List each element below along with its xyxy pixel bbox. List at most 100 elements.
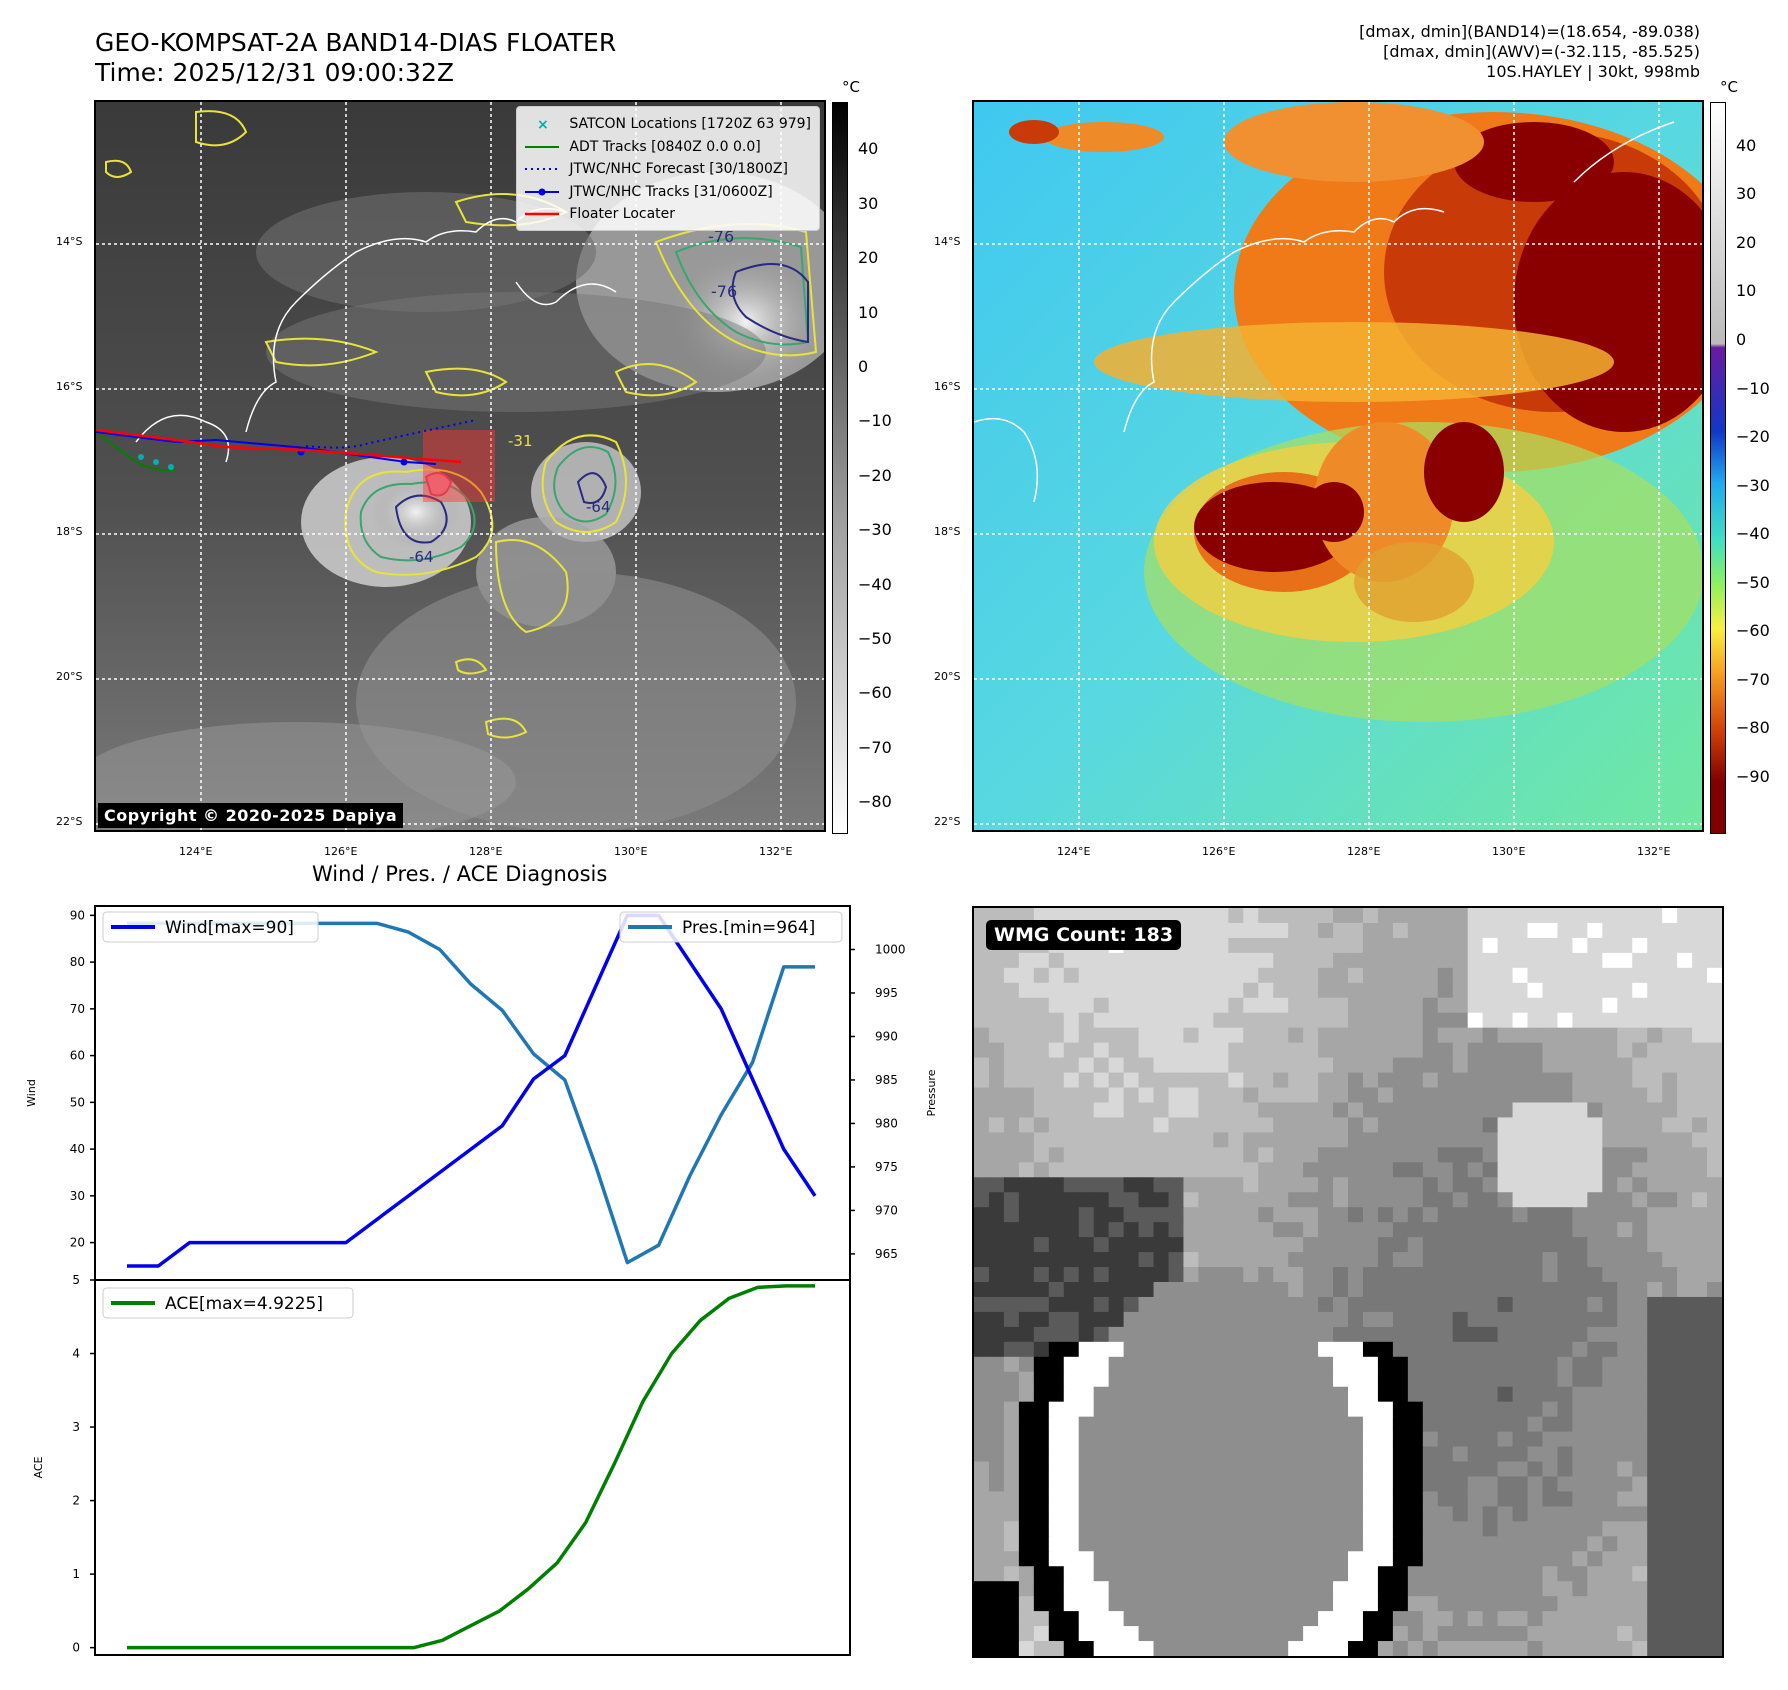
pressure-tick-label: 1000	[875, 942, 906, 956]
lat-tick-label: 14°S	[934, 235, 961, 248]
colorbar-tick: −30	[858, 520, 892, 540]
colorbar-tick: 10	[858, 302, 879, 322]
ir-colorbar	[832, 102, 848, 834]
pressure-tick-label: 965	[875, 1247, 898, 1261]
colorbar-tick: −50	[1736, 572, 1770, 592]
colorbar-tick: −10	[1736, 378, 1770, 398]
info-line-1: [dmax, dmin](BAND14)=(18.654, -89.038)	[1359, 22, 1700, 41]
colorbar-tick: −20	[858, 465, 892, 485]
legend-entry-tracks: JTWC/NHC Tracks [31/0600Z]	[525, 181, 811, 204]
wind-line	[127, 913, 817, 1268]
wind-tick-label: 90	[70, 908, 85, 922]
lon-tick-label: 132°E	[759, 845, 793, 858]
lon-tick-label: 126°E	[1202, 845, 1236, 858]
lat-tick-label: 20°S	[56, 670, 83, 683]
pressure-tick-label: 970	[875, 1203, 898, 1217]
colorbar-tick: −60	[1736, 621, 1770, 641]
contour-label: -76	[711, 282, 737, 301]
wmg-image	[974, 908, 1722, 1656]
lat-tick-label: 18°S	[934, 525, 961, 538]
title-line-2: Time: 2025/12/31 09:00:32Z	[95, 58, 454, 87]
pressure-axis-label: Pressure	[925, 1069, 938, 1116]
wind-axis-label: Wind	[25, 1079, 38, 1107]
lat-tick-label: 16°S	[56, 380, 83, 393]
lat-tick-label: 22°S	[934, 815, 961, 828]
wind-tick-label: 50	[70, 1095, 85, 1109]
title-line-1: GEO-KOMPSAT-2A BAND14-DIAS FLOATER	[95, 28, 617, 57]
wind-tick-label: 30	[70, 1189, 85, 1203]
contour-label: -64	[409, 548, 434, 566]
enhanced-map-panel	[972, 100, 1704, 832]
wind-legend-label: Wind[max=90]	[165, 918, 294, 938]
contour-label: -76	[708, 227, 734, 246]
colorbar-tick: −10	[858, 411, 892, 431]
ace-axis-label: ACE	[32, 1456, 45, 1478]
wind-tick-label: 70	[70, 1002, 85, 1016]
colorbar-tick: −90	[1736, 766, 1770, 786]
lat-tick-label: 14°S	[56, 235, 83, 248]
ace-tick-label: 5	[72, 1273, 80, 1287]
colorbar-tick: 20	[858, 248, 879, 268]
ace-legend: ACE[max=4.9225]	[102, 1287, 354, 1319]
colorbar-tick: −80	[858, 792, 892, 812]
ir-colorbar-unit: °C	[842, 78, 860, 96]
legend-entry-satcon: × SATCON Locations [1720Z 63 979]	[537, 116, 811, 133]
ir-colorbar-ticks: 40 30 20 10 0 −10 −20 −30 −40 −50 −60 −70 −80	[858, 102, 908, 832]
ace-tick-label: 1	[72, 1567, 80, 1581]
lon-tick-label: 130°E	[614, 845, 648, 858]
info-line-2: [dmax, dmin](AWV)=(-32.115, -85.525)	[1383, 42, 1700, 61]
colorbar-tick: 10	[1736, 281, 1757, 301]
colorbar-tick: −20	[1736, 427, 1770, 447]
legend-entry-floater: Floater Locater	[525, 206, 676, 223]
pressure-tick-label: 995	[875, 986, 898, 1000]
ace-line	[127, 1284, 815, 1650]
wmg-count-badge: WMG Count: 183	[986, 920, 1182, 950]
diagnosis-chart: 9080706050403020100099599098598097597096…	[25, 905, 938, 1656]
enhanced-map-image	[974, 102, 1702, 830]
enhanced-colorbar-unit: °C	[1720, 78, 1738, 96]
figure-title: GEO-KOMPSAT-2A BAND14-DIAS FLOATER Time:…	[95, 28, 616, 88]
colorbar-tick: 30	[1736, 184, 1757, 204]
colorbar-tick: 30	[858, 193, 879, 213]
lat-tick-label: 20°S	[934, 670, 961, 683]
pressure-legend-label: Pres.[min=964]	[682, 918, 815, 938]
lat-tick-label: 16°S	[934, 380, 961, 393]
colorbar-tick: −50	[858, 628, 892, 648]
ir-legend: × SATCON Locations [1720Z 63 979] ADT Tr…	[516, 106, 820, 231]
lat-tick-label: 22°S	[56, 815, 83, 828]
colorbar-tick: 0	[858, 356, 869, 376]
colorbar-tick: 40	[1736, 135, 1757, 155]
ir-map-panel: -76 -76 -31 -64 -64 × SATCON Locations […	[94, 100, 826, 832]
pressure-tick-label: 990	[875, 1029, 898, 1043]
lon-tick-label: 124°E	[179, 845, 213, 858]
pressure-tick-label: 975	[875, 1160, 898, 1174]
contour-label: -31	[508, 432, 533, 450]
ace-tick-label: 4	[72, 1347, 80, 1361]
ace-tick-label: 3	[72, 1420, 80, 1434]
lon-tick-label: 128°E	[469, 845, 503, 858]
ace-tick-label: 0	[72, 1641, 80, 1655]
colorbar-tick: 0	[1736, 329, 1747, 349]
pressure-tick-label: 985	[875, 1073, 898, 1087]
info-line-3: 10S.HAYLEY | 30kt, 998mb	[1486, 62, 1700, 81]
wind-axes-frame	[94, 905, 851, 1281]
storm-info: [dmax, dmin](BAND14)=(18.654, -89.038) […	[1359, 22, 1700, 82]
ace-tick-label: 2	[72, 1494, 80, 1508]
colorbar-tick: −70	[858, 737, 892, 757]
colorbar-tick: 40	[858, 139, 879, 159]
lon-tick-label: 132°E	[1637, 845, 1671, 858]
wind-tick-label: 40	[70, 1142, 85, 1156]
lat-tick-label: 18°S	[56, 525, 83, 538]
colorbar-tick: −70	[1736, 669, 1770, 689]
pressure-tick-label: 980	[875, 1116, 898, 1130]
ace-axes-frame	[94, 1279, 851, 1656]
wind-tick-label: 80	[70, 955, 85, 969]
ace-legend-label: ACE[max=4.9225]	[165, 1294, 323, 1314]
diagnosis-chart-title: Wind / Pres. / ACE Diagnosis	[312, 862, 608, 886]
copyright-badge: Copyright © 2020-2025 Dapiya	[98, 803, 404, 828]
enhanced-colorbar	[1710, 102, 1726, 834]
colorbar-tick: −30	[1736, 475, 1770, 495]
wmg-panel: WMG Count: 183	[972, 906, 1724, 1658]
colorbar-tick: −60	[858, 683, 892, 703]
colorbar-tick: 20	[1736, 232, 1757, 252]
